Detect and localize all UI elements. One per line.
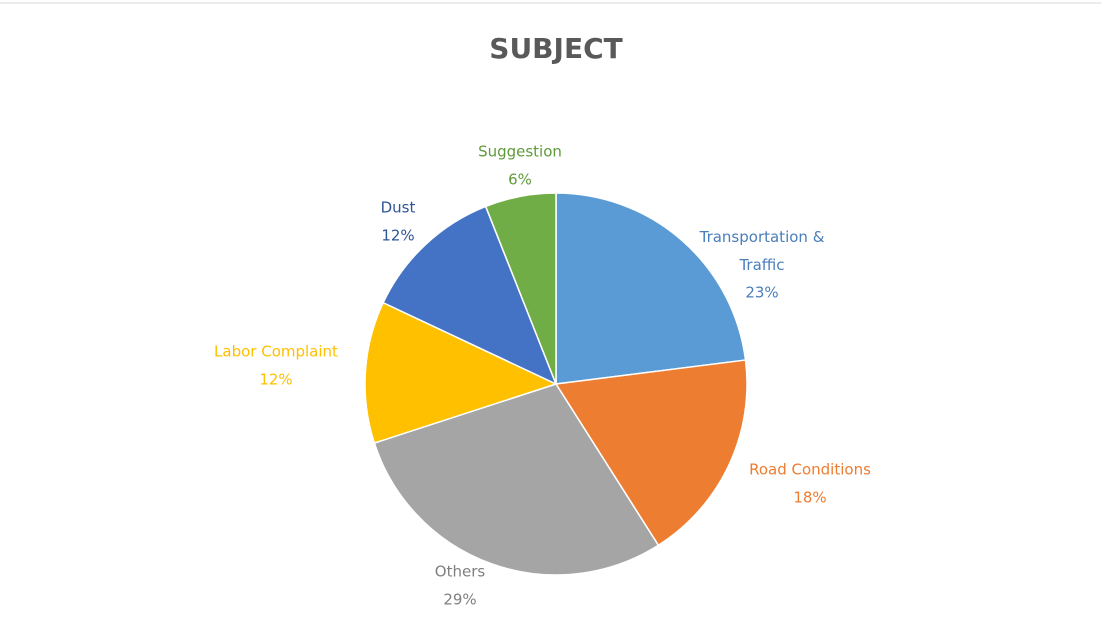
pie-slice	[554, 359, 748, 547]
value-label: 12%	[381, 227, 414, 245]
category-label: Road Conditions	[749, 461, 871, 479]
value-label: 29%	[443, 591, 476, 609]
category-label: Suggestion	[478, 143, 562, 161]
value-label: 12%	[259, 371, 292, 389]
chart-title: SUBJECT	[489, 32, 622, 65]
category-label: Dust	[381, 199, 416, 217]
pie-slice	[555, 192, 747, 385]
value-label: 18%	[793, 489, 826, 507]
pie-slice	[382, 205, 558, 386]
category-label: Others	[435, 563, 486, 581]
pie-slice	[364, 301, 559, 444]
value-label: 23%	[745, 284, 778, 302]
pie-slice	[484, 192, 557, 385]
category-label: Labor Complaint	[214, 343, 338, 361]
value-label: 6%	[508, 171, 532, 189]
category-label: Transportation & Traffic	[699, 228, 825, 274]
pie-slice	[373, 383, 660, 576]
